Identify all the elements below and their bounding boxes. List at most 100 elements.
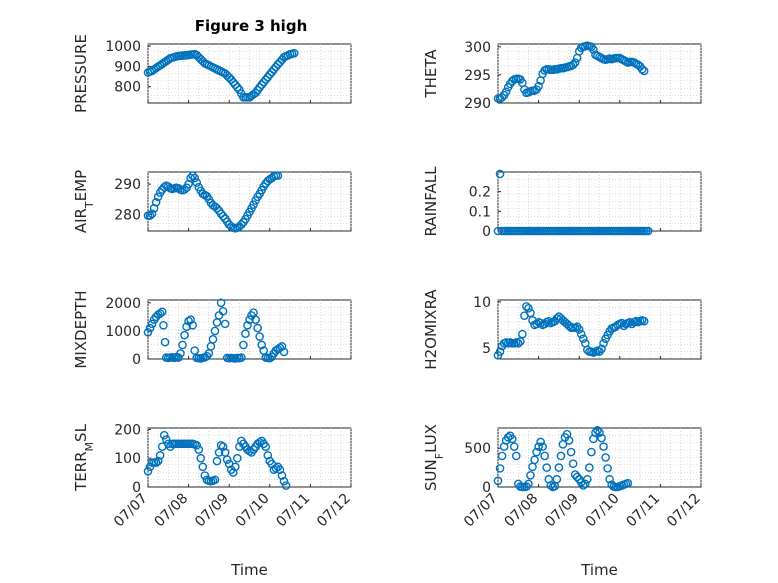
data-point (546, 481, 556, 490)
y-tick-label: 800 (114, 80, 141, 96)
panel-theta: 290 295 300 THETA (422, 40, 702, 112)
data-point (192, 178, 202, 187)
data-point (534, 442, 543, 451)
y-axis-label: RAINFALL (422, 166, 440, 237)
data-point (161, 435, 171, 444)
y-axis-label: PRESSURE (72, 34, 90, 113)
y-tick-label: 5 (482, 341, 491, 357)
data-point (275, 465, 285, 475)
data-point (279, 347, 289, 357)
data-point (228, 77, 238, 87)
data-point (208, 335, 218, 344)
x-tick-label: 07/10 (233, 491, 273, 531)
data-point (587, 447, 596, 457)
y-tick-label: 0.2 (469, 185, 491, 201)
series-sun_flux (493, 426, 633, 492)
data-point (534, 81, 543, 91)
data-point (147, 209, 157, 219)
data-point (593, 426, 602, 435)
data-point (530, 455, 539, 465)
panel-sun_flux: 0 500 SUNFLUX 07/07 07/08 07/09 07/10 07/11 07/1… (422, 424, 704, 579)
data-point (552, 474, 562, 484)
data-point (524, 303, 533, 313)
data-point (580, 479, 590, 489)
data-point (273, 171, 283, 180)
data-point (595, 428, 604, 437)
y-tick-label: 100 (114, 451, 141, 467)
panel-h2omixra: 5 10 H2OMIXRA (422, 289, 702, 370)
data-point (526, 471, 535, 480)
x-tick-label: 07/11 (623, 491, 663, 531)
x-tick-label: 07/09 (192, 491, 232, 531)
data-point (583, 474, 592, 484)
data-point (599, 339, 608, 348)
panel-pressure: 800 900 1000 PRESSURE (72, 34, 352, 113)
data-point (198, 462, 208, 472)
data-point (639, 316, 649, 326)
x-tick-label: 07/11 (273, 491, 313, 531)
data-point (271, 463, 281, 473)
data-point (200, 471, 210, 480)
data-point (192, 440, 202, 450)
data-point (509, 442, 519, 451)
data-point (625, 317, 635, 327)
panel-rainfall: 0 0.1 0.2 RAINFALL (422, 166, 702, 240)
data-point (216, 298, 226, 308)
data-point (597, 433, 606, 443)
data-point (245, 315, 254, 324)
x-tick-label: 07/12 (664, 491, 704, 531)
y-tick-label: 0 (482, 224, 491, 240)
data-point (194, 445, 204, 454)
data-point (186, 173, 195, 183)
data-point (277, 342, 287, 351)
data-point (536, 318, 545, 328)
data-point (589, 45, 598, 54)
data-point (196, 453, 206, 463)
data-point (251, 315, 260, 324)
data-point (233, 83, 242, 92)
data-point (212, 456, 222, 466)
data-point (151, 458, 161, 467)
x-tick-label: 07/09 (542, 491, 582, 531)
series-theta (493, 41, 649, 103)
data-point (243, 320, 252, 330)
y-tick-label: 500 (464, 441, 491, 457)
data-point (241, 329, 250, 339)
data-point (568, 60, 578, 70)
data-point (153, 192, 163, 202)
data-point (220, 319, 230, 329)
data-point (495, 347, 505, 356)
y-tick-label: 1000 (105, 324, 141, 340)
y-tick-label: 295 (464, 68, 491, 84)
y-axis-label: TERRMSL (72, 423, 96, 492)
data-point (249, 200, 258, 209)
y-axis-label: SUNFLUX (422, 424, 446, 491)
data-point (585, 463, 594, 472)
data-point (218, 211, 228, 221)
data-point (564, 436, 574, 445)
x-tick-label: 07/07 (461, 491, 501, 531)
y-axis-label: THETA (422, 49, 440, 99)
data-point (277, 471, 287, 480)
data-point (601, 453, 610, 462)
panel-mixdepth: 0 1000 2000 MIXDEPTH (72, 290, 352, 369)
y-tick-label: 290 (114, 177, 141, 193)
data-point (239, 340, 248, 350)
data-point (222, 455, 232, 464)
data-point (159, 430, 169, 440)
y-tick-label: 0.1 (469, 204, 491, 220)
data-point (493, 226, 503, 236)
y-tick-label: 280 (114, 207, 141, 223)
data-point (269, 65, 279, 74)
data-point (237, 220, 246, 229)
y-tick-label: 0 (482, 480, 491, 496)
data-point (497, 451, 507, 461)
data-point (511, 451, 521, 461)
data-point (153, 456, 163, 466)
data-point (507, 434, 517, 444)
data-point (180, 185, 189, 194)
data-point (538, 442, 547, 451)
y-tick-label: 200 (114, 422, 141, 438)
